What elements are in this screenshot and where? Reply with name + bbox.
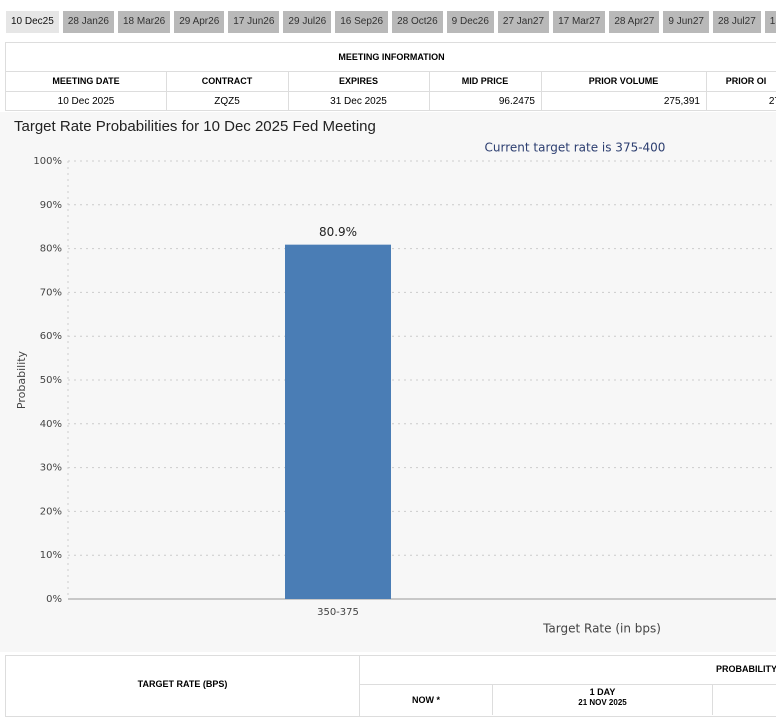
tab[interactable]: 29 Jul26 (283, 11, 332, 33)
y-tick-label: 90% (40, 200, 62, 211)
y-axis-label: Probability (15, 350, 28, 409)
header-row: MEETING DATE CONTRACT EXPIRES MID PRICE PRIO… (6, 72, 776, 92)
chart: Target Rate Probabilities for 10 Dec 202… (0, 112, 776, 652)
tab-bar: 10 Dec25 28 Jan26 18 Mar26 29 Apr26 17 Jun26… (6, 11, 776, 33)
cell: ZQZ5 (166, 92, 289, 110)
header-cell: TARGET RATE (BPS) (137, 679, 228, 689)
y-tick-label: 80% (40, 244, 62, 255)
tab[interactable]: 28 Oct26 (392, 11, 443, 33)
tab[interactable]: 17 Jun26 (228, 11, 280, 33)
y-tick-label: 60% (40, 331, 62, 342)
chart-title: Target Rate Probabilities for 10 Dec 202… (14, 118, 376, 135)
y-tick-label: 0% (46, 594, 62, 605)
y-tick-label: 100% (33, 156, 62, 167)
y-tick-label: 10% (40, 550, 62, 561)
table-title: MEETING INFORMATION (6, 43, 776, 72)
cell: 275,391 (541, 92, 707, 110)
header-cell: MEETING DATE (6, 72, 167, 91)
cell: 10 Dec 2025 (6, 92, 167, 110)
cell: 96.2475 (429, 92, 542, 110)
tab[interactable]: 28 Jul27 (712, 11, 761, 33)
x-tick-label: 350-375 (317, 607, 359, 618)
data-label: 80.9% (319, 225, 357, 239)
tab[interactable]: 17 Mar27 (553, 11, 606, 33)
cell: 31 Dec 2025 (288, 92, 430, 110)
tab[interactable]: 9 Jun27 (663, 11, 709, 33)
y-tick-label: 30% (40, 463, 62, 474)
probability-table: TARGET RATE (BPS) PROBABILITY NOW * 1 DA… (5, 655, 776, 717)
header-cell: 1 DAY (589, 687, 616, 697)
y-tick-label: 20% (40, 506, 62, 517)
tab[interactable]: 28 Apr27 (609, 11, 660, 33)
header-cell: EXPIRES (288, 72, 430, 91)
meeting-info-table: MEETING INFORMATION MEETING DATE CONTRACT… (5, 42, 776, 111)
header-cell: PRIOR VOLUME (541, 72, 707, 91)
tab[interactable]: 29 Apr26 (174, 11, 225, 33)
value-row: 10 Dec 2025 ZQZ5 31 Dec 2025 96.2475 275,391… (6, 92, 776, 110)
header-cell: NOW * (412, 695, 440, 705)
header-cell: CONTRACT (166, 72, 289, 91)
header-cell: MID PRICE (429, 72, 542, 91)
tab[interactable]: 16 Sep26 (335, 11, 389, 33)
annotation: Current target rate is 375-400 (485, 141, 666, 155)
tab[interactable]: 10 Dec25 (6, 11, 59, 33)
tab[interactable]: 27 Jan27 (497, 11, 550, 33)
tab[interactable]: 18 Mar26 (117, 11, 171, 33)
header-cell: PROBABILITY (716, 664, 776, 674)
tab[interactable]: 28 Jan26 (62, 11, 114, 33)
bar (285, 244, 391, 599)
cell: 27 (706, 92, 776, 110)
tab[interactable]: 15 Sep27 (764, 11, 776, 33)
y-tick-label: 40% (40, 419, 62, 430)
header-cell: PRIOR OI (706, 72, 776, 91)
y-tick-label: 70% (40, 287, 62, 298)
header-cell: 21 NOV 2025 (578, 698, 627, 707)
x-axis-label: Target Rate (in bps) (542, 622, 661, 636)
tab[interactable]: 9 Dec26 (446, 11, 494, 33)
y-tick-label: 50% (40, 375, 62, 386)
